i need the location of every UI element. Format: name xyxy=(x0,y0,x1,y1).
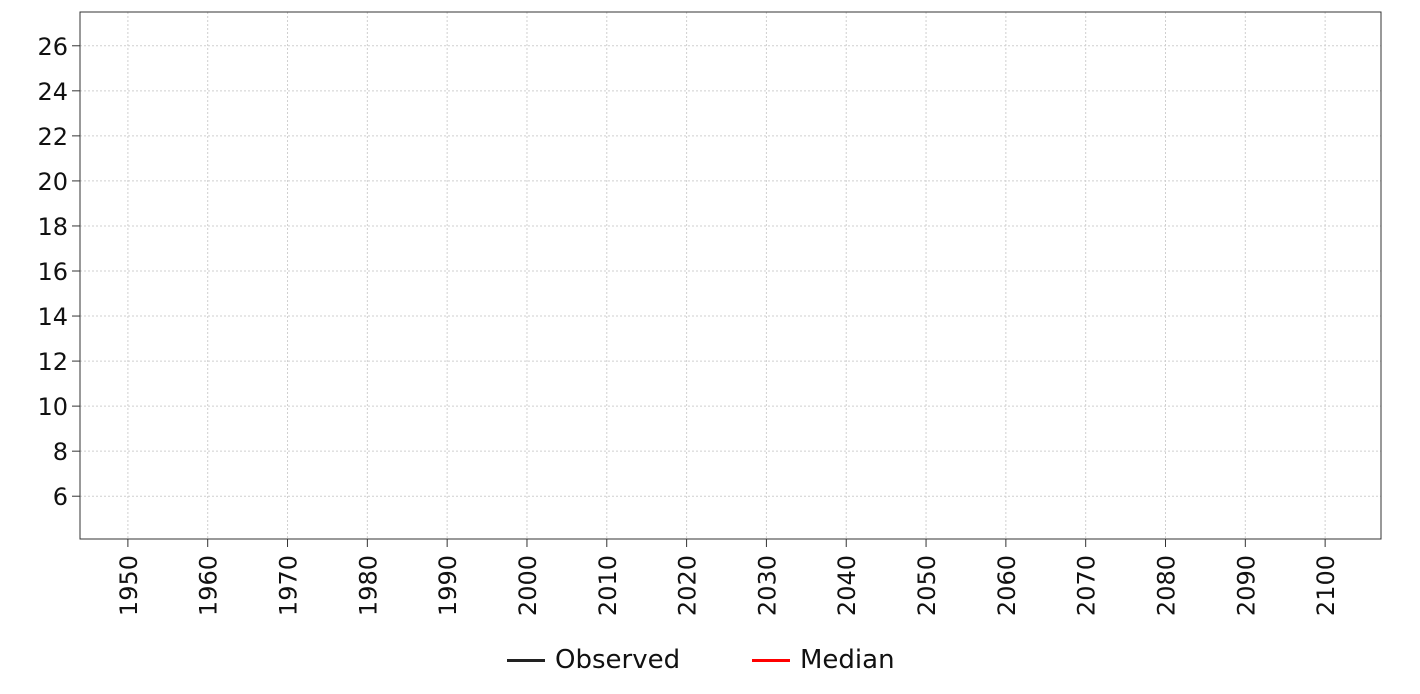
x-tick-label: 2100 xyxy=(1312,555,1340,616)
y-tick-label: 22 xyxy=(37,123,68,151)
y-tick-label: 26 xyxy=(37,33,68,61)
y-tick-label: 16 xyxy=(37,258,68,286)
x-tick-label: 2010 xyxy=(594,555,622,616)
x-tick-label: 2020 xyxy=(674,555,702,616)
y-tick-label: 14 xyxy=(37,303,68,331)
x-axis: 1950 1960 1970 1980 1990 2000 2010 2020 2030 2040… xyxy=(115,539,1340,616)
legend: Observed Median xyxy=(0,640,1420,684)
x-tick-label: 1990 xyxy=(434,555,462,616)
y-tick-label: 6 xyxy=(53,483,68,511)
y-tick-label: 12 xyxy=(37,348,68,376)
x-tick-label: 2090 xyxy=(1232,555,1260,616)
x-tick-label: 1980 xyxy=(354,555,382,616)
x-tick-label: 1960 xyxy=(195,555,223,616)
legend-item-observed: Observed xyxy=(507,640,680,680)
y-tick-label: 18 xyxy=(37,213,68,241)
line-chart: 6 8 10 12 14 16 18 20 22 24 26 1950 1960 1970 1980 199… xyxy=(37,11,1382,616)
legend-swatch-observed xyxy=(507,658,545,662)
grid-lines xyxy=(80,12,1381,539)
y-tick-label: 8 xyxy=(53,438,68,466)
plot-area-frame xyxy=(79,11,1382,540)
x-tick-label: 1950 xyxy=(115,555,143,616)
legend-swatch-median xyxy=(752,658,790,662)
y-tick-label: 10 xyxy=(37,393,68,421)
x-tick-label: 2030 xyxy=(753,555,781,616)
y-tick-label: 20 xyxy=(37,168,68,196)
y-tick-label: 24 xyxy=(37,78,68,106)
x-tick-label: 2040 xyxy=(833,555,861,616)
x-tick-label: 2050 xyxy=(913,555,941,616)
legend-label-median: Median xyxy=(800,645,895,675)
x-tick-label: 2080 xyxy=(1152,555,1180,616)
legend-label-observed: Observed xyxy=(555,645,681,675)
x-tick-label: 2060 xyxy=(993,555,1021,616)
x-tick-label: 1970 xyxy=(275,555,303,616)
x-tick-label: 2070 xyxy=(1073,555,1101,616)
x-tick-label: 2000 xyxy=(514,555,542,616)
legend-item-median: Median xyxy=(752,640,895,680)
y-axis: 6 8 10 12 14 16 18 20 22 24 26 xyxy=(37,33,80,511)
